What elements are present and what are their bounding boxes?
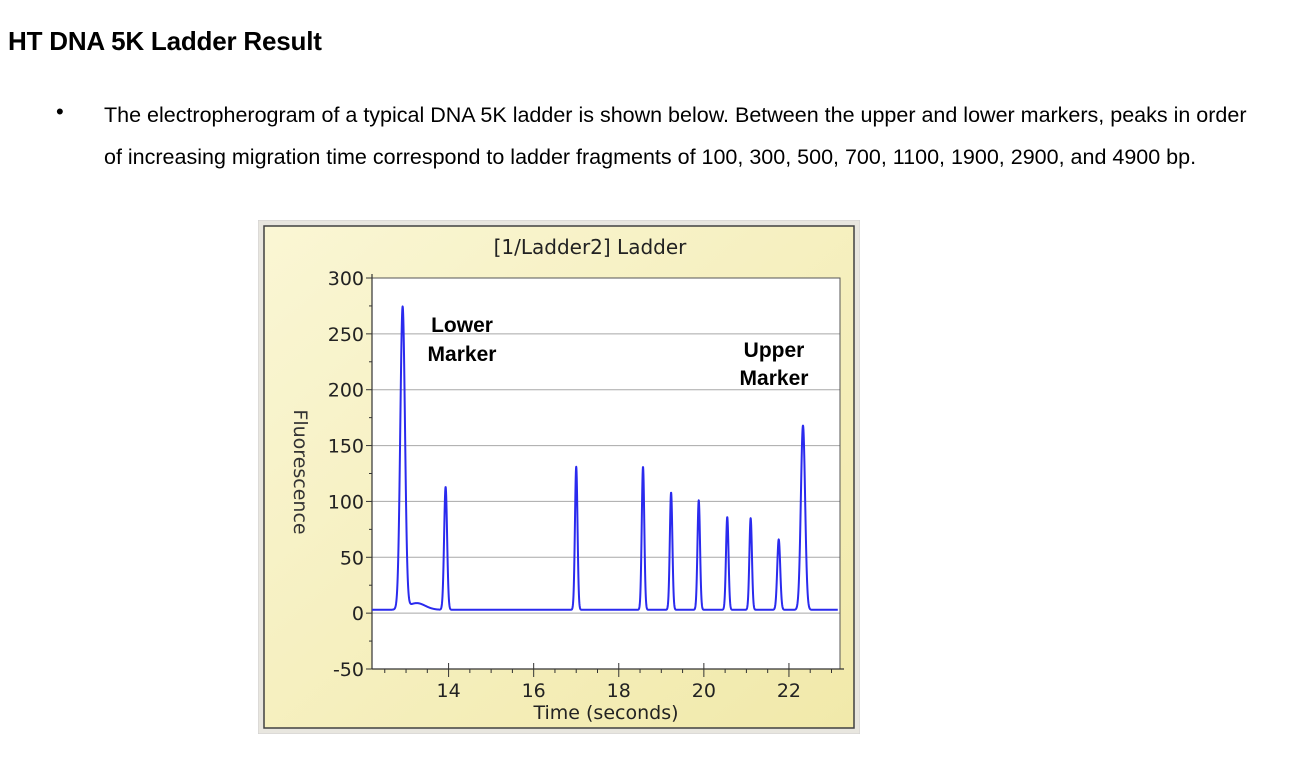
upper-marker-line2: Marker <box>740 367 809 390</box>
y-tick-label: -50 <box>333 659 364 681</box>
y-tick-label: 100 <box>328 491 364 513</box>
page-title: HT DNA 5K Ladder Result <box>8 26 322 56</box>
x-tick-label: 18 <box>607 680 631 702</box>
trace-layer <box>371 305 839 611</box>
x-axis-label: Time (seconds) <box>532 702 678 724</box>
lower-marker-line1: Lower <box>431 314 493 337</box>
upper-marker-annotation: Upper Marker <box>740 339 809 390</box>
lower-marker-annotation: Lower Marker <box>428 314 497 366</box>
electropherogram-svg: -50 0 50 100 150 200 250 300 14 16 18 20 22 [1/Ladde… <box>257 219 861 735</box>
x-tick-label: 14 <box>436 680 460 702</box>
grid-lines <box>372 333 840 614</box>
y-tick-label: 150 <box>328 436 364 458</box>
y-axis-label: Fluorescence <box>289 409 311 534</box>
lower-marker-line2: Marker <box>428 343 497 366</box>
y-tick-label: 200 <box>328 380 364 402</box>
x-tick-label: 16 <box>522 680 546 702</box>
x-tick-label: 20 <box>692 680 716 702</box>
bullet-marker: • <box>56 99 64 124</box>
upper-marker-line1: Upper <box>744 339 805 362</box>
electropherogram-chart: -50 0 50 100 150 200 250 300 14 16 18 20 22 [1/Ladde… <box>257 219 861 735</box>
x-tick-label: 22 <box>777 680 801 702</box>
axes: -50 0 50 100 150 200 250 300 14 16 18 20 22 <box>328 268 844 702</box>
fluorescence-trace <box>371 305 839 611</box>
y-tick-label: 0 <box>352 603 364 625</box>
chart-title: [1/Ladder2] Ladder <box>494 235 688 259</box>
y-tick-label: 300 <box>328 268 364 290</box>
y-tick-label: 250 <box>328 324 364 346</box>
description-paragraph: The electropherogram of a typical DNA 5K… <box>104 103 1247 169</box>
y-tick-label: 50 <box>340 547 364 569</box>
